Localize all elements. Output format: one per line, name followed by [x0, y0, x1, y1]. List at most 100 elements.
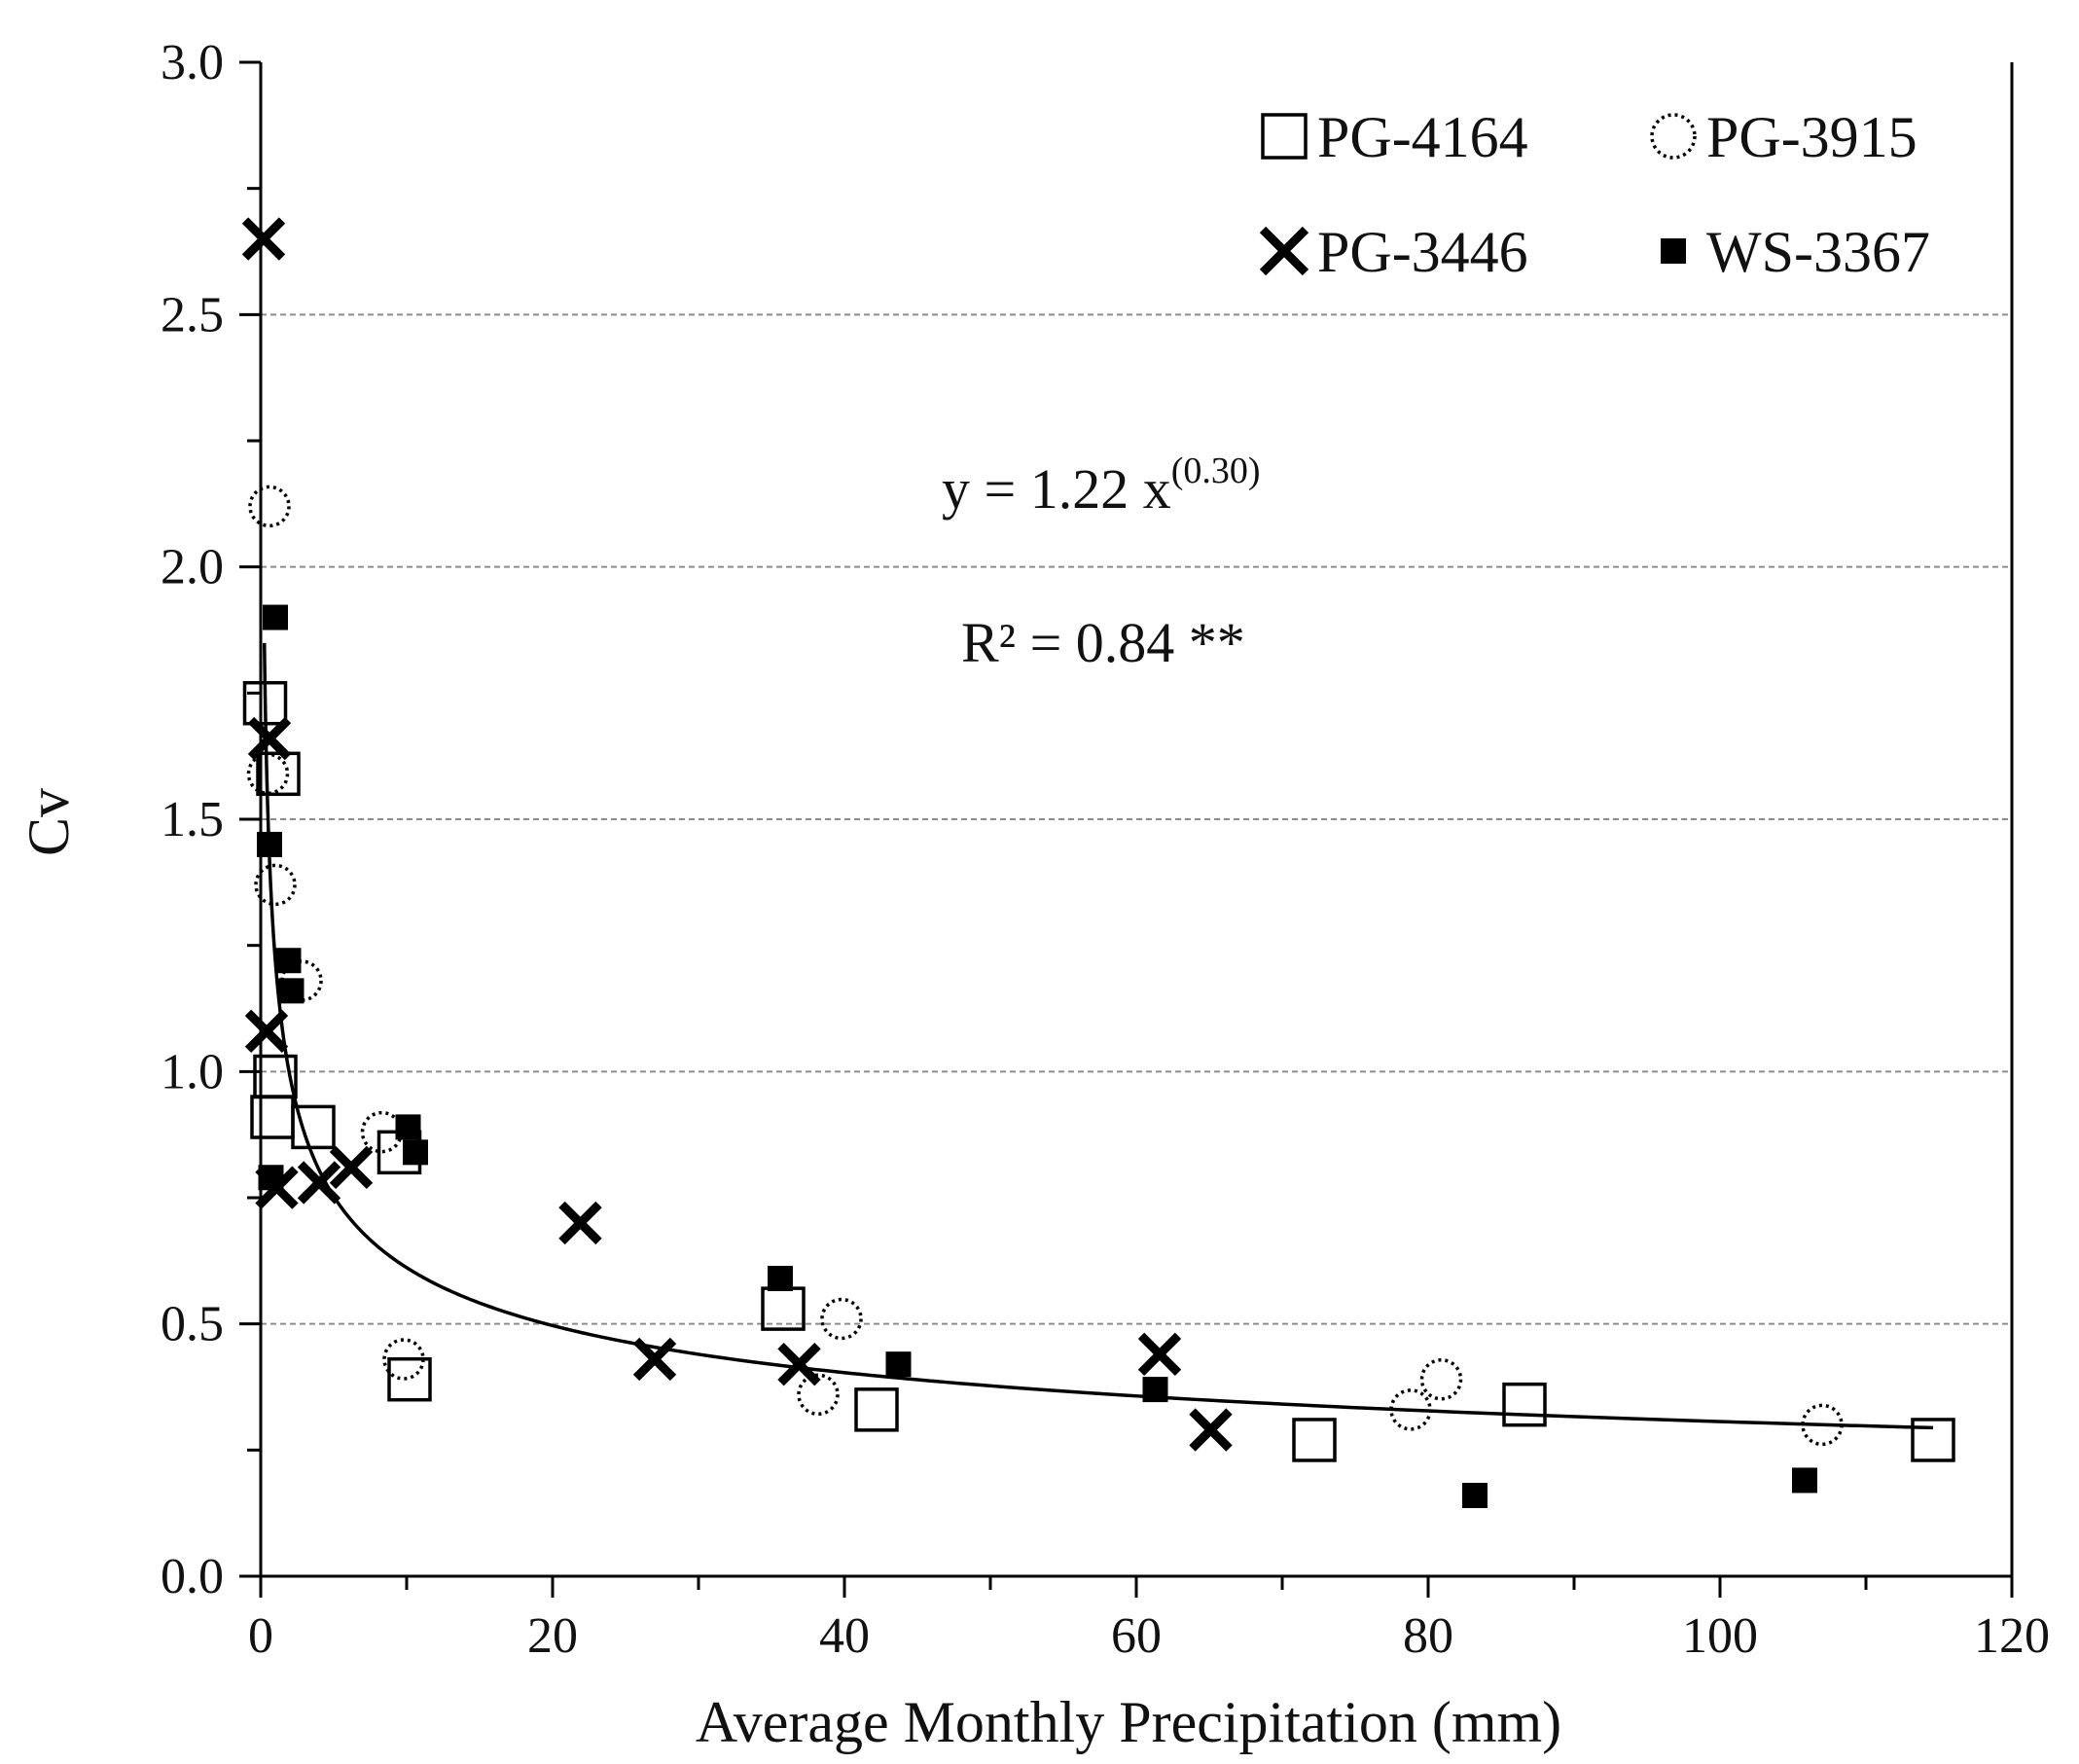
dotted-circle-marker	[254, 863, 297, 907]
x-marker-stroke-2	[777, 1342, 821, 1386]
x-tick-label-4: 80	[1403, 1608, 1453, 1664]
series-PG-3915	[246, 485, 1844, 1447]
x-tick-label-0: 0	[248, 1608, 273, 1664]
open-square-marker	[387, 1356, 432, 1402]
filled-square-marker	[403, 1139, 428, 1166]
y-tick-label-6: 3.0	[161, 35, 224, 90]
x-tick-label-2: 40	[819, 1608, 870, 1664]
point-PG-4164-6	[387, 1356, 432, 1402]
point-WS-3367-10	[1462, 1483, 1488, 1509]
point-PG-3446-9	[1137, 1332, 1182, 1376]
point-PG-3446-10	[1189, 1408, 1233, 1452]
axes	[239, 60, 2014, 1598]
r-squared-label: R² = 0.84 **	[961, 611, 1245, 674]
x-marker-stroke-2	[247, 716, 292, 761]
point-PG-3446-7	[632, 1337, 677, 1382]
point-WS-3367-11	[1792, 1467, 1817, 1494]
x-marker-stroke-2	[632, 1337, 677, 1382]
x-tick-label-1: 20	[527, 1608, 578, 1664]
trend-equation-base: y = 1.22 x	[942, 457, 1171, 521]
dotted-circle-marker	[820, 1297, 863, 1341]
point-PG-3915-8	[1389, 1388, 1432, 1431]
point-PG-3446-0	[241, 217, 286, 261]
dotted-circle-marker	[246, 752, 290, 796]
point-PG-3915-10	[1801, 1403, 1844, 1447]
open-square-marker	[291, 1104, 336, 1150]
legend-marker-PG-3915	[1650, 113, 1697, 160]
y-tick-label-0: 0.0	[161, 1549, 224, 1604]
dotted-circle-marker	[280, 959, 323, 1002]
series-WS-3367	[257, 604, 1817, 1509]
point-PG-4164-10	[1502, 1382, 1547, 1427]
point-WS-3367-9	[1142, 1377, 1168, 1403]
x-marker-stroke-2	[1259, 226, 1309, 276]
y-tick-label-1: 0.5	[161, 1297, 224, 1352]
point-WS-3367-8	[885, 1351, 912, 1378]
filled-square-marker	[275, 948, 302, 974]
legend: PG-4164 PG-3915 PG-3446 WS-3367	[1259, 105, 1930, 284]
point-WS-3367-4	[258, 1165, 284, 1191]
y-tick-label-4: 2.0	[161, 540, 224, 595]
filled-square-marker	[257, 831, 282, 857]
x-tick-label-6: 120	[1974, 1608, 2050, 1664]
point-PG-3915-5	[382, 1338, 425, 1381]
legend-item-PG-4164: PG-4164	[1261, 105, 1528, 169]
legend-item-PG-3915: PG-3915	[1650, 105, 1918, 169]
dotted-circle-marker	[797, 1373, 840, 1417]
point-PG-3915-1	[246, 752, 290, 796]
trend-equation: y = 1.22 x(0.30)	[942, 450, 1261, 521]
x-axis-title: Average Monthly Precipitation (mm)	[696, 1690, 1561, 1754]
x-tick-label-5: 100	[1682, 1608, 1758, 1664]
filled-square-marker	[1142, 1377, 1168, 1403]
trend-equation-exponent: (0.30)	[1171, 450, 1261, 491]
filled-square-marker	[258, 1165, 284, 1191]
legend-label-PG-3446: PG-3446	[1317, 220, 1528, 284]
point-PG-3446-6	[558, 1201, 602, 1245]
x-marker-stroke-2	[1189, 1408, 1233, 1452]
point-WS-3367-7	[768, 1265, 793, 1291]
open-square-marker	[1502, 1382, 1547, 1427]
point-PG-3446-8	[777, 1342, 821, 1386]
legend-label-PG-3915: PG-3915	[1706, 105, 1918, 169]
point-WS-3367-3	[278, 978, 305, 1004]
point-PG-4164-8	[854, 1387, 899, 1432]
filled-square-marker	[885, 1351, 912, 1378]
point-PG-3915-0	[248, 485, 291, 528]
point-WS-3367-1	[257, 831, 282, 857]
x-tick-label-3: 60	[1111, 1608, 1162, 1664]
point-PG-3446-1	[247, 716, 292, 761]
point-PG-4164-9	[1292, 1418, 1337, 1462]
point-PG-4164-4	[291, 1104, 336, 1150]
point-PG-3915-6	[820, 1297, 863, 1341]
legend-label-PG-4164: PG-4164	[1317, 105, 1528, 169]
open-square-marker	[1261, 113, 1308, 160]
filled-square-marker	[1792, 1467, 1817, 1494]
data-points	[241, 217, 1955, 1509]
legend-marker-PG-3446	[1259, 226, 1309, 276]
point-WS-3367-2	[275, 948, 302, 974]
y-tick-label-3: 1.5	[161, 792, 224, 847]
dotted-circle-marker	[1650, 113, 1697, 160]
x-marker-stroke-2	[1137, 1332, 1182, 1376]
open-square-marker	[1292, 1418, 1337, 1462]
open-square-marker	[242, 680, 288, 726]
point-PG-3446-4	[297, 1161, 341, 1205]
filled-square-marker	[1661, 238, 1686, 264]
trend-line	[263, 642, 1934, 1430]
open-square-marker	[1911, 1418, 1955, 1462]
filled-square-marker	[768, 1265, 793, 1291]
point-PG-3915-2	[254, 863, 297, 907]
x-marker-stroke-2	[244, 1009, 289, 1054]
y-tick-label-2: 1.0	[161, 1044, 224, 1099]
y-tick-labels: 0.0 0.5 1.0 1.5 2.0 2.5 3.0	[161, 35, 224, 1604]
point-PG-4164-0	[242, 680, 288, 726]
point-PG-3446-2	[244, 1009, 289, 1054]
dotted-circle-marker	[1801, 1403, 1844, 1447]
y-axis-title: Cv	[17, 788, 81, 856]
x-marker-stroke-2	[329, 1145, 374, 1190]
legend-item-WS-3367: WS-3367	[1661, 220, 1930, 284]
legend-marker-WS-3367	[1661, 238, 1686, 264]
dotted-circle-marker	[382, 1338, 425, 1381]
